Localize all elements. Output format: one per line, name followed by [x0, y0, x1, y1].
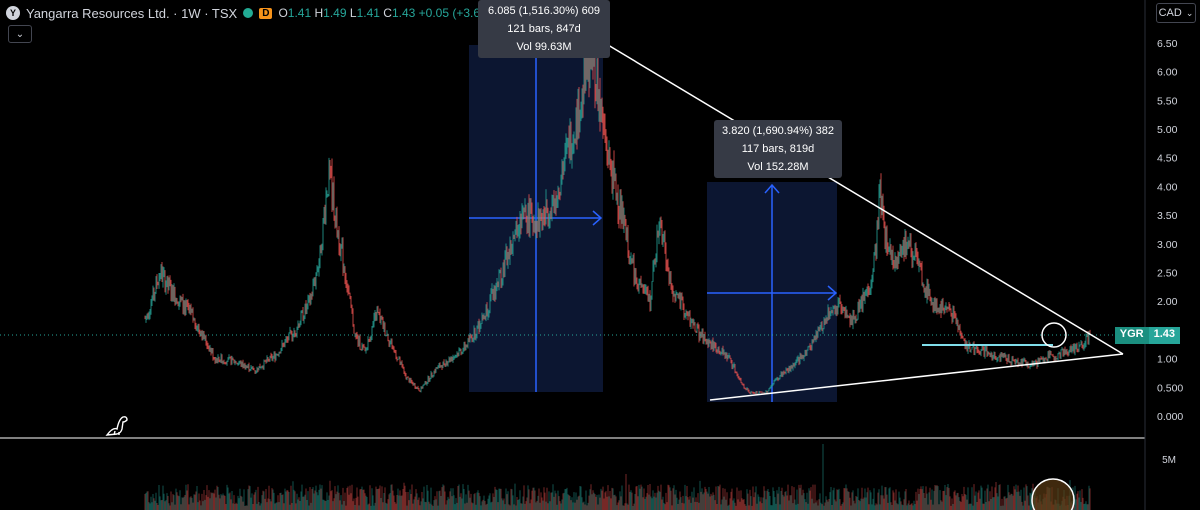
candles — [144, 22, 1091, 395]
price-axis-tick: 1.00 — [1157, 354, 1178, 366]
price-axis-tick: 2.50 — [1157, 268, 1178, 280]
collapse-legend-button[interactable]: ⌄ — [8, 25, 32, 43]
trendline-lower — [709, 353, 1124, 401]
measure-arrowhead-up — [764, 183, 780, 194]
volume-bars — [144, 444, 1091, 510]
open-prefix: O — [278, 6, 288, 20]
measure-left-volume: Vol 99.63M — [516, 41, 572, 53]
highlight-circle-volume — [1031, 478, 1075, 510]
price-axis-tick: 2.00 — [1157, 296, 1178, 308]
ohlc-values: O1.41 H1.49 L1.41 C1.43 +0.05 (+3.62%) — [278, 6, 501, 20]
measure-info-left: 6.085 (1,516.30%) 609 121 bars, 847d Vol… — [478, 0, 610, 58]
chevron-down-icon: ⌄ — [15, 28, 25, 40]
open-value: 1.41 — [287, 6, 312, 20]
measure-range-right[interactable] — [707, 182, 838, 402]
low-prefix: L — [349, 6, 357, 20]
price-axis-tick: 5.00 — [1157, 124, 1178, 136]
measure-arrowhead-left — [592, 210, 603, 226]
last-price-label: YGR 1.43 — [1114, 327, 1180, 344]
tradingview-logo-icon[interactable] — [105, 413, 131, 437]
chevron-down-icon: ⌄ — [1185, 7, 1194, 18]
price-axis-tick: 3.50 — [1157, 210, 1178, 222]
price-axis: 6.50 6.00 5.50 5.00 4.50 4.00 3.50 3.00 2.50 2.00… — [1157, 38, 1183, 423]
volume-axis-label: 5M — [1162, 455, 1176, 466]
close-prefix: C — [383, 6, 392, 20]
high-value: 1.49 — [323, 6, 347, 20]
measure-right-bars: 117 bars, 819d — [741, 143, 815, 155]
dividend-badge[interactable]: D — [259, 7, 273, 19]
symbol-legend: Y Yangarra Resources Ltd. · 1W · TSX D O… — [6, 4, 501, 22]
price-axis-tick: 6.50 — [1157, 38, 1178, 50]
measure-arrowhead-right — [827, 285, 838, 301]
measure-left-bars: 121 bars, 847d — [507, 23, 581, 35]
currency-selector[interactable]: CAD ⌄ — [1156, 3, 1196, 23]
price-axis-tick: 4.00 — [1157, 181, 1178, 193]
price-axis-tick: 3.00 — [1157, 239, 1178, 251]
symbol-title[interactable]: Yangarra Resources Ltd. · 1W · TSX — [26, 5, 238, 21]
low-value: 1.41 — [356, 6, 380, 20]
trendline-upper — [602, 41, 1124, 355]
high-prefix: H — [314, 6, 324, 20]
price-axis-tick: 0.000 — [1157, 411, 1183, 423]
price-axis-tick: 5.50 — [1157, 95, 1178, 107]
price-axis-tick: 4.50 — [1157, 153, 1178, 165]
price-axis-tick: 0.500 — [1157, 382, 1183, 394]
measure-left-change: 6.085 (1,516.30%) 609 — [488, 5, 600, 17]
measure-right-change: 3.820 (1,690.94%) 382 — [722, 125, 834, 137]
measure-right-volume: Vol 152.28M — [747, 161, 809, 173]
market-status-icon[interactable] — [243, 8, 254, 18]
currency-label: CAD — [1158, 7, 1182, 19]
ticker-price: 1.43 — [1148, 327, 1180, 344]
symbol-logo[interactable]: Y — [6, 6, 20, 20]
measure-info-right: 3.820 (1,690.94%) 382 117 bars, 819d Vol… — [714, 120, 842, 178]
ticker-symbol: YGR — [1114, 327, 1149, 344]
close-value: 1.43 — [391, 6, 416, 20]
highlight-circle-price — [1041, 322, 1067, 348]
price-axis-tick: 6.00 — [1157, 67, 1178, 79]
